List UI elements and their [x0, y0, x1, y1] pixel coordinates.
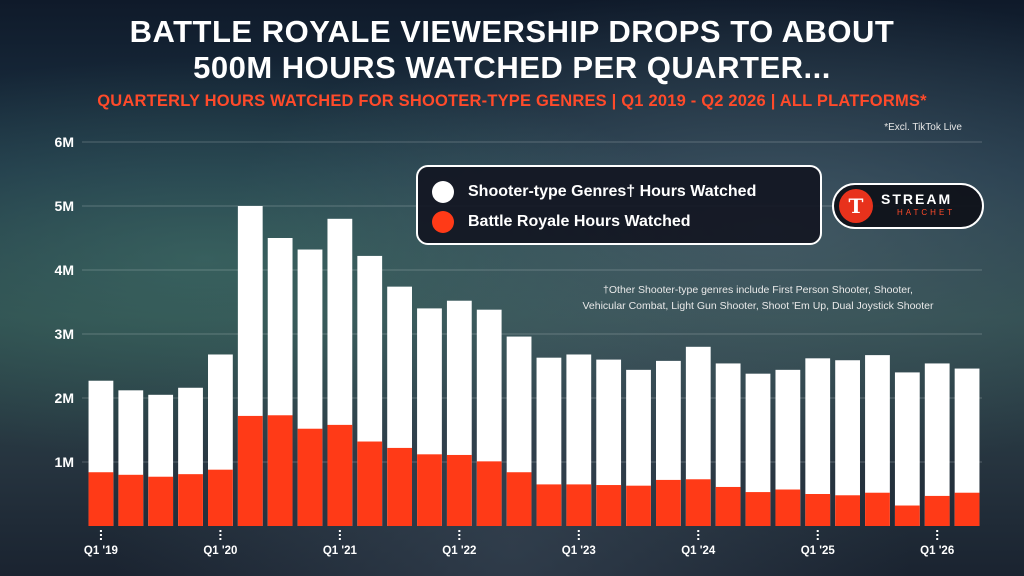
bar-battle-royale: [954, 492, 980, 526]
x-tick-mark: [697, 538, 700, 540]
y-tick-label: 5M: [55, 198, 74, 214]
bar-battle-royale: [865, 492, 890, 526]
stream-hatchet-logo: T STREAM HATCHET: [832, 183, 984, 229]
bar-battle-royale: [596, 485, 622, 526]
chart-legend: Shooter-type Genres† Hours Watched Battl…: [416, 165, 822, 245]
bar-battle-royale: [566, 484, 592, 526]
legend-item-battle-royale: Battle Royale Hours Watched: [432, 207, 806, 237]
x-tick-label: Q1 '25: [801, 545, 836, 557]
x-tick-mark: [219, 538, 222, 540]
legend-label-battle-royale: Battle Royale Hours Watched: [468, 213, 691, 230]
chart-title-line-1: Battle Royale Viewership Drops to About: [129, 14, 895, 49]
legend-swatch-battle-royale: [432, 211, 454, 233]
chart-bars: [88, 206, 980, 527]
chart-subtitle: Quarterly Hours Watched for Shooter-Type…: [97, 92, 927, 110]
chart-title: Battle Royale Viewership Drops to About …: [0, 14, 1024, 86]
x-tick-mark: [577, 534, 580, 536]
x-tick-mark: [816, 534, 819, 536]
bar-battle-royale: [715, 486, 741, 526]
x-tick-mark: [338, 534, 341, 536]
x-tick-mark: [458, 530, 461, 532]
x-tick-mark: [99, 530, 102, 532]
footnote-genres-line-1: †Other Shooter-type genres include First…: [603, 284, 913, 296]
footnote-genres: †Other Shooter-type genres include First…: [548, 282, 968, 314]
logo-text-stream: STREAM: [881, 191, 953, 207]
y-tick-label: 4M: [55, 262, 74, 278]
bar-battle-royale: [446, 454, 472, 526]
legend-item-shooter: Shooter-type Genres† Hours Watched: [432, 177, 806, 207]
x-tick-mark: [936, 530, 939, 532]
x-tick-mark: [697, 534, 700, 536]
bar-battle-royale: [476, 461, 502, 526]
bar-battle-royale: [357, 441, 383, 526]
x-axis: Q1 '19 Q1 '20 Q1 '21 Q1 '22 Q1 '23 Q1 '24 Q1 '…: [84, 530, 954, 557]
bar-battle-royale: [626, 485, 651, 526]
x-tick-mark: [697, 530, 700, 532]
legend-label-shooter: Shooter-type Genres† Hours Watched: [468, 183, 757, 200]
bar-battle-royale: [656, 479, 681, 526]
bar-battle-royale: [506, 472, 532, 526]
x-tick-mark: [219, 534, 222, 536]
y-tick-label: 6M: [55, 134, 74, 150]
x-tick-mark: [816, 538, 819, 540]
y-tick-label: 2M: [55, 390, 74, 406]
bar-battle-royale: [924, 495, 950, 526]
bar-battle-royale: [118, 474, 144, 526]
x-tick-label: Q1 '21: [323, 545, 358, 557]
y-tick-label: 3M: [55, 326, 74, 342]
x-tick-label: Q1 '20: [203, 545, 237, 557]
x-tick-mark: [577, 538, 580, 540]
x-tick-mark: [458, 534, 461, 536]
x-tick-mark: [936, 534, 939, 536]
bar-battle-royale: [88, 472, 114, 526]
x-tick-mark: [577, 530, 580, 532]
chart-title-line-2: 500M Hours Watched per Quarter...: [193, 50, 831, 85]
x-tick-mark: [338, 530, 341, 532]
bar-battle-royale: [685, 479, 711, 526]
footnote-genres-line-2: Vehicular Combat, Light Gun Shooter, Sho…: [582, 300, 934, 312]
bar-battle-royale: [417, 454, 442, 526]
y-tick-label: 1M: [55, 454, 74, 470]
x-tick-mark: [458, 538, 461, 540]
bar-battle-royale: [327, 424, 353, 526]
bar-battle-royale: [148, 476, 174, 526]
bar-battle-royale: [835, 495, 860, 526]
x-tick-mark: [219, 530, 222, 532]
x-tick-label: Q1 '24: [681, 545, 716, 557]
x-tick-mark: [816, 530, 819, 532]
x-tick-mark: [99, 534, 102, 536]
bar-battle-royale: [775, 489, 801, 526]
bar-battle-royale: [894, 505, 920, 526]
bar-battle-royale: [745, 492, 771, 526]
x-tick-mark: [99, 538, 102, 540]
x-tick-label: Q1 '23: [562, 545, 596, 557]
x-tick-mark: [936, 538, 939, 540]
legend-swatch-shooter: [432, 181, 454, 203]
bar-battle-royale: [387, 447, 412, 526]
bar-battle-royale: [208, 469, 233, 526]
logo-wordmark: STREAM HATCHET: [881, 191, 956, 219]
bar-shooter: [894, 372, 920, 526]
bar-battle-royale: [805, 494, 831, 526]
bar-battle-royale: [536, 484, 562, 526]
bar-battle-royale: [178, 474, 203, 526]
bar-battle-royale: [267, 415, 293, 526]
x-tick-label: Q1 '26: [920, 545, 954, 557]
logo-text-hatchet: HATCHET: [897, 208, 956, 217]
x-tick-label: Q1 '19: [84, 545, 118, 557]
bar-battle-royale: [237, 415, 263, 526]
y-axis: 1M 2M 3M 4M 5M 6M: [55, 134, 74, 470]
bar-battle-royale: [297, 428, 323, 526]
footnote-exclusion: *Excl. TikTok Live: [884, 122, 962, 133]
x-tick-mark: [338, 538, 341, 540]
x-tick-label: Q1 '22: [442, 545, 476, 557]
hatchet-logo-icon: T: [839, 189, 873, 223]
